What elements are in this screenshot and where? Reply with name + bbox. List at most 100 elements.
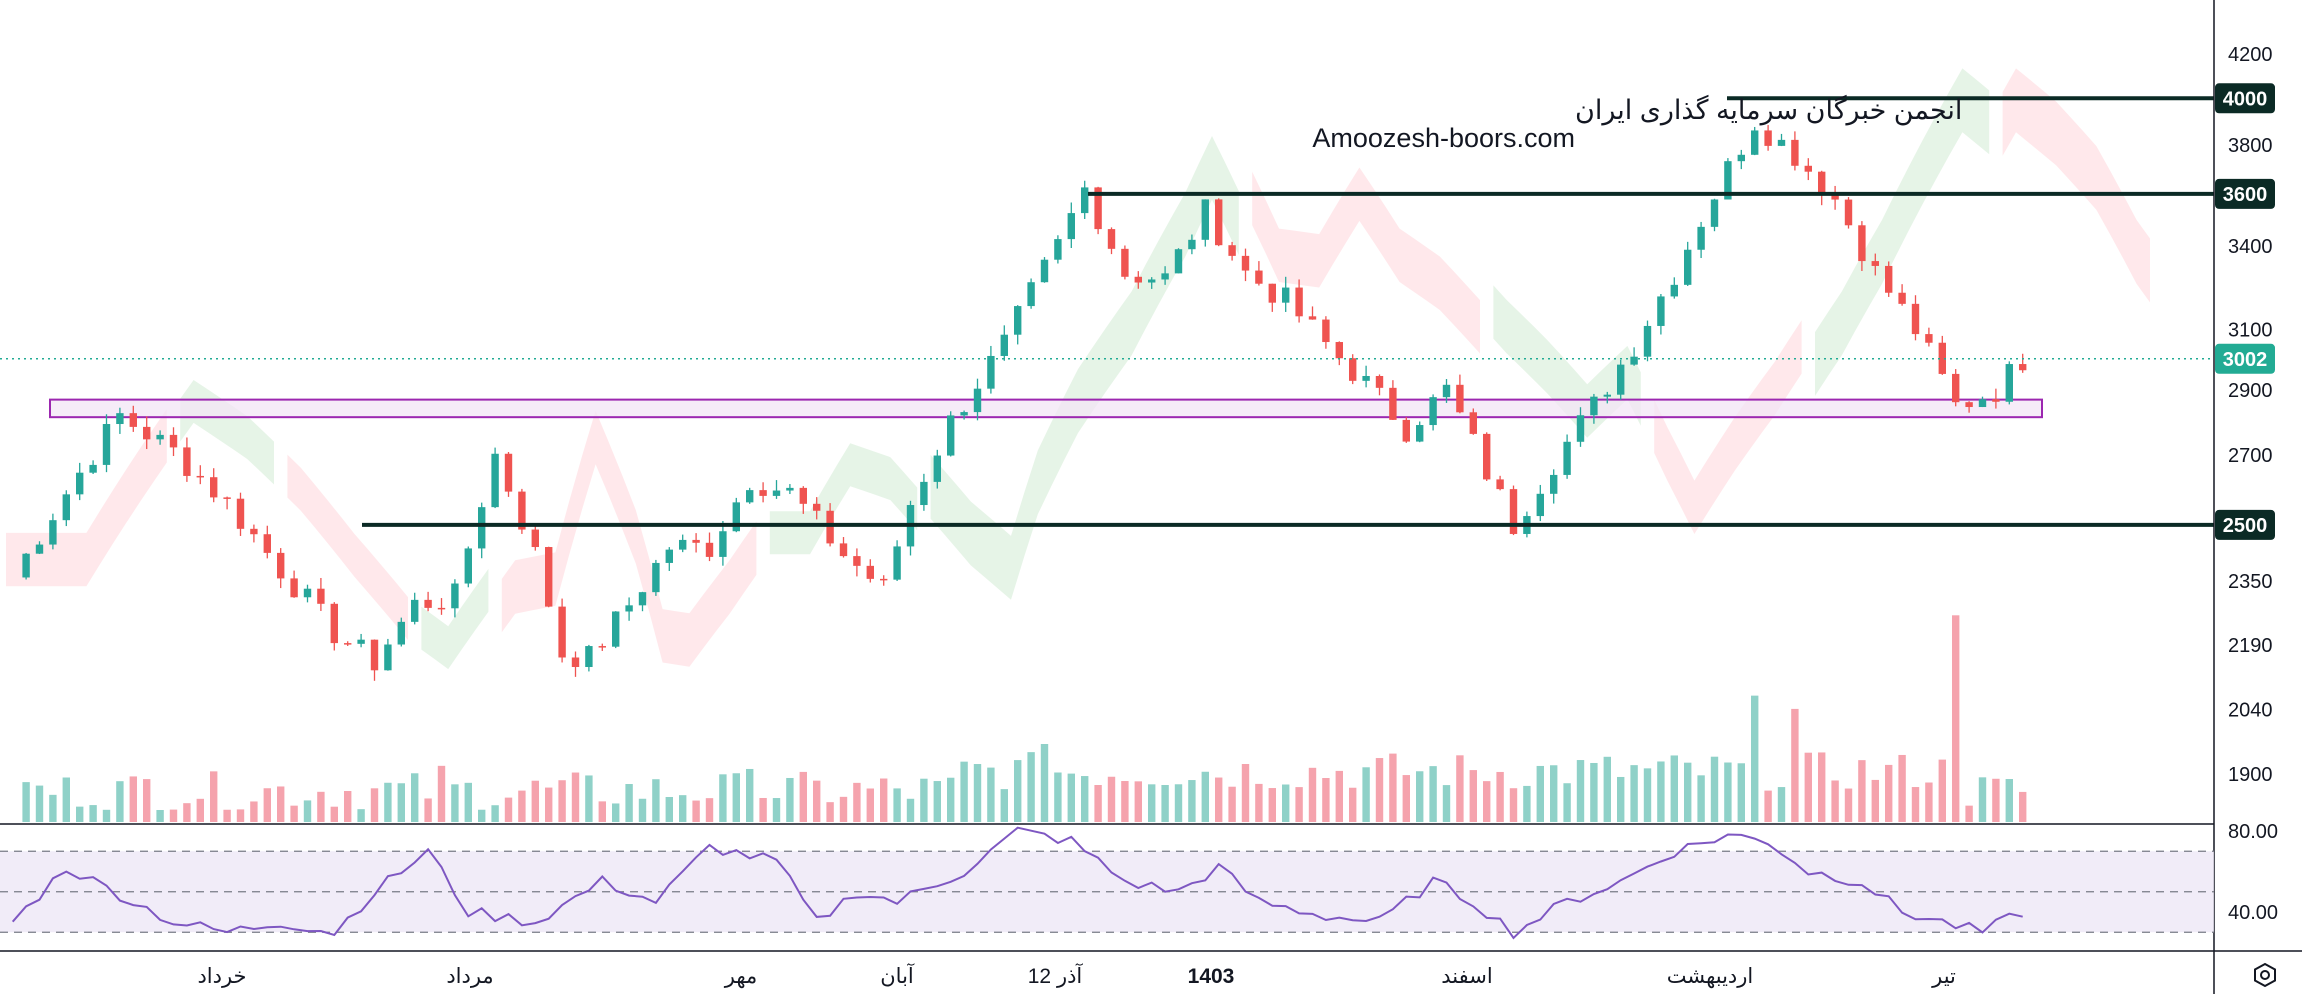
volume-bar xyxy=(893,788,901,822)
candle-body xyxy=(1657,296,1665,326)
volume-bar xyxy=(1255,783,1263,822)
volume-bar xyxy=(35,785,44,822)
volume-bar xyxy=(183,803,191,822)
volume-bar xyxy=(143,779,151,822)
candle-body xyxy=(1308,316,1317,320)
volume-bar xyxy=(558,780,566,822)
candle-body xyxy=(1844,199,1853,226)
volume-bar xyxy=(1027,752,1035,822)
candle-body xyxy=(786,487,794,491)
candle-body xyxy=(826,510,834,544)
volume-bar xyxy=(1804,752,1812,822)
horizontal-levels xyxy=(362,96,2214,527)
candle-body xyxy=(49,520,57,545)
level-badge-3600 xyxy=(2215,178,2275,209)
volume-bar xyxy=(1014,760,1022,822)
candle-body xyxy=(1442,384,1451,398)
candle-body xyxy=(1295,287,1303,317)
candle-body xyxy=(1858,225,1866,262)
candle-body xyxy=(960,412,968,416)
volume-bar xyxy=(1777,787,1786,822)
volume-bar xyxy=(303,800,312,822)
volume-bar xyxy=(1563,783,1571,822)
volume-bar xyxy=(585,775,593,822)
volume-bar xyxy=(263,788,271,822)
volume-bar xyxy=(880,778,888,822)
candle-body xyxy=(947,415,955,456)
candle-body xyxy=(196,475,204,478)
candle-body xyxy=(1978,399,1987,408)
volume-bar xyxy=(1201,771,1209,822)
candle-body xyxy=(705,542,714,557)
candle-body xyxy=(598,646,606,648)
volume-bar xyxy=(504,797,513,822)
volume-bar xyxy=(250,801,258,822)
candle-body xyxy=(437,607,446,610)
volume-bar xyxy=(1054,772,1062,822)
rsi-panel xyxy=(0,826,2214,940)
volume-bar xyxy=(1630,765,1638,822)
volume-bar xyxy=(156,809,164,822)
volume-bar xyxy=(813,780,821,822)
support-zone xyxy=(49,398,2043,419)
candle-body xyxy=(116,413,124,425)
candle-body xyxy=(384,644,392,671)
volume-bar xyxy=(1322,778,1330,822)
candle-body xyxy=(732,502,740,532)
volume-bar xyxy=(102,809,111,822)
candle-body xyxy=(1617,364,1625,395)
volume-bar xyxy=(571,772,580,822)
candle-body xyxy=(746,490,754,503)
volume-bar xyxy=(1416,771,1424,822)
candle-body xyxy=(1536,493,1544,517)
price-scale[interactable]: 4200380034003100290027002500235021902040… xyxy=(2228,44,2273,786)
candle-body xyxy=(1429,397,1437,426)
candle-body xyxy=(1456,384,1464,413)
volume-bar xyxy=(1134,781,1142,822)
candle-body xyxy=(102,424,111,465)
settings-button[interactable] xyxy=(2250,960,2280,990)
volume-bar xyxy=(866,788,874,822)
level-badge-label: 3600 xyxy=(2223,184,2268,206)
candle-body xyxy=(451,583,459,609)
volume-bars xyxy=(22,615,2027,822)
candle-body xyxy=(89,464,97,473)
rsi-scale[interactable]: 80.00 40.00 xyxy=(2228,821,2278,924)
volume-bar xyxy=(1215,777,1223,822)
volume-bar xyxy=(705,798,714,822)
candle-body xyxy=(491,453,499,508)
rsi-line xyxy=(11,826,2023,940)
candlesticks xyxy=(22,125,2027,681)
volume-bar xyxy=(1617,776,1625,822)
cloud-segment xyxy=(1815,68,1990,396)
time-axis-label: اردیبهشت xyxy=(1667,965,1754,988)
level-badge-label: 2500 xyxy=(2223,515,2268,537)
volume-bar xyxy=(1791,708,1799,822)
volume-bar xyxy=(1898,754,1906,822)
candle-body xyxy=(1925,334,1933,343)
candle-body xyxy=(129,413,137,427)
volume-bar xyxy=(236,809,245,822)
candle-body xyxy=(1563,441,1571,475)
candle-body xyxy=(2005,364,2013,402)
volume-bar xyxy=(397,783,405,822)
volume-bar xyxy=(2005,779,2013,822)
settings-hexagon-icon xyxy=(2254,962,2276,988)
candle-body xyxy=(625,605,633,612)
candle-body xyxy=(1831,194,1839,200)
volume-bar xyxy=(1402,775,1410,822)
time-axis[interactable]: خرداد مرداد مهر آبان 12 آذر 1403 اسفند اردیبهشت… xyxy=(197,963,1956,988)
rsi-tick-label: 40.00 xyxy=(2228,902,2278,924)
volume-bar xyxy=(1282,784,1290,822)
volume-bar xyxy=(679,795,687,822)
cloud-segment xyxy=(1252,167,1480,354)
candle-body xyxy=(236,498,245,529)
candle-body xyxy=(652,562,660,593)
candle-body xyxy=(1550,474,1558,494)
candle-body xyxy=(813,503,821,511)
volume-bar xyxy=(772,798,781,822)
candle-body xyxy=(1134,276,1142,283)
volume-bar xyxy=(1764,790,1772,822)
candle-body xyxy=(665,549,673,563)
